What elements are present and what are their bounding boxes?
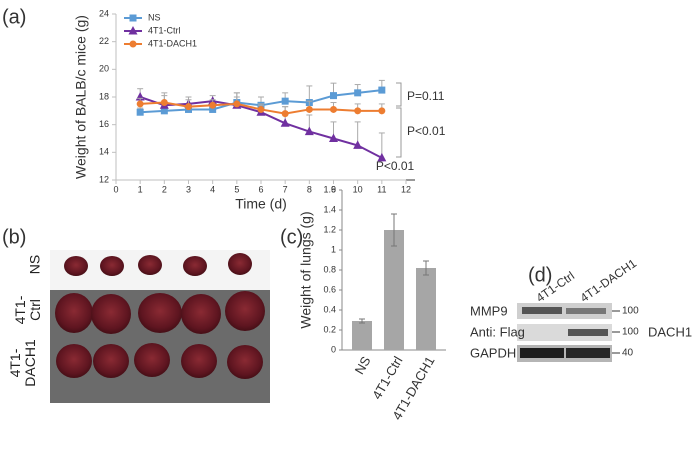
y-tick-label: 0.4 [323, 304, 336, 314]
annotation: P<0.01 [376, 159, 415, 173]
legend-marker [129, 14, 137, 22]
y-tick-label: 1.2 [323, 224, 336, 234]
y-tick-label: 0.2 [323, 324, 336, 334]
x-tick-label: 10 [353, 184, 363, 194]
x-tick-label: 12 [401, 184, 411, 194]
bar [416, 268, 436, 350]
lane-label: 4T1-DACH1 [578, 256, 640, 305]
marker [257, 105, 265, 113]
legend-label: 4T1-DACH1 [148, 38, 197, 48]
legend-label: 4T1-Ctrl [148, 25, 181, 35]
row-label: NS [26, 254, 43, 275]
marker [305, 105, 313, 113]
marker [209, 105, 217, 113]
blot-target: DACH1 [648, 324, 692, 339]
x-tick-label: 8 [307, 184, 312, 194]
annotation: P<0.01 [407, 124, 446, 138]
y-tick-label: 0.8 [323, 264, 336, 274]
size-marker: 100 [622, 327, 639, 338]
y-tick-label: 20 [99, 64, 109, 74]
x-tick-label: 0 [113, 184, 118, 194]
bar [384, 230, 404, 350]
marker [378, 107, 386, 115]
y-axis-label: Weight of BALB/c mice (g) [73, 15, 89, 179]
marker [329, 133, 338, 142]
y-tick-label: 18 [99, 91, 109, 101]
y-tick-label: 12 [99, 174, 109, 184]
x-tick-label: 9 [331, 184, 336, 194]
marker [233, 100, 241, 108]
marker [378, 86, 386, 94]
y-tick-label: 1.6 [323, 184, 336, 194]
bar [352, 321, 372, 350]
bracket [396, 82, 402, 158]
y-tick-label: 16 [99, 119, 109, 129]
x-tick-label: NS [352, 353, 374, 376]
panel-label: (c) [280, 226, 303, 248]
y-tick-label: 1 [331, 244, 336, 254]
marker [281, 97, 289, 105]
y-tick-label: 14 [99, 147, 109, 157]
y-tick-label: 0.6 [323, 284, 336, 294]
blot-row-label: Anti: Flag [470, 324, 525, 339]
marker [354, 89, 362, 97]
y-tick-label: 22 [99, 36, 109, 46]
marker [280, 118, 290, 127]
row-label: 4T1-DACH1 [7, 339, 38, 387]
western-blot [517, 303, 620, 362]
marker [185, 103, 192, 111]
y-tick-label: 1.4 [323, 204, 336, 214]
x-tick-label: 4 [210, 184, 215, 194]
x-axis-label: Time (d) [235, 196, 287, 212]
marker [160, 99, 168, 107]
y-tick-label: 24 [99, 8, 109, 18]
legend-marker [128, 26, 138, 35]
marker [136, 108, 144, 116]
legend-marker [129, 40, 137, 48]
panel-label: (b) [2, 226, 26, 248]
x-tick-label: 6 [258, 184, 263, 194]
x-tick-label: 2 [162, 184, 167, 194]
x-tick-label: 7 [283, 184, 288, 194]
marker [354, 107, 362, 115]
legend-label: NS [148, 12, 161, 22]
x-tick-label: 3 [186, 184, 191, 194]
marker [377, 152, 387, 162]
blot-row-label: MMP9 [470, 303, 508, 318]
lung-photo [50, 250, 270, 403]
marker [281, 110, 289, 118]
marker [209, 101, 217, 109]
x-tick-label: 5 [234, 184, 239, 194]
y-axis-label: Weight of lungs (g) [298, 211, 314, 328]
blot-row-label: GAPDH [470, 345, 516, 360]
annotation: P=0.11 [407, 89, 445, 103]
marker [304, 126, 314, 136]
marker [330, 105, 337, 113]
panel-label: (d) [528, 264, 552, 286]
y-tick-label: 0 [331, 344, 336, 354]
panel-label: (a) [2, 6, 26, 28]
marker [136, 100, 144, 108]
marker [353, 140, 363, 149]
row-label: 4T1-Ctrl [12, 295, 43, 325]
marker [330, 92, 337, 100]
x-tick-label: 1 [138, 184, 143, 194]
marker [160, 107, 168, 115]
size-marker: 100 [622, 306, 639, 317]
size-marker: 40 [622, 348, 634, 359]
x-tick-label: 11 [377, 184, 386, 194]
